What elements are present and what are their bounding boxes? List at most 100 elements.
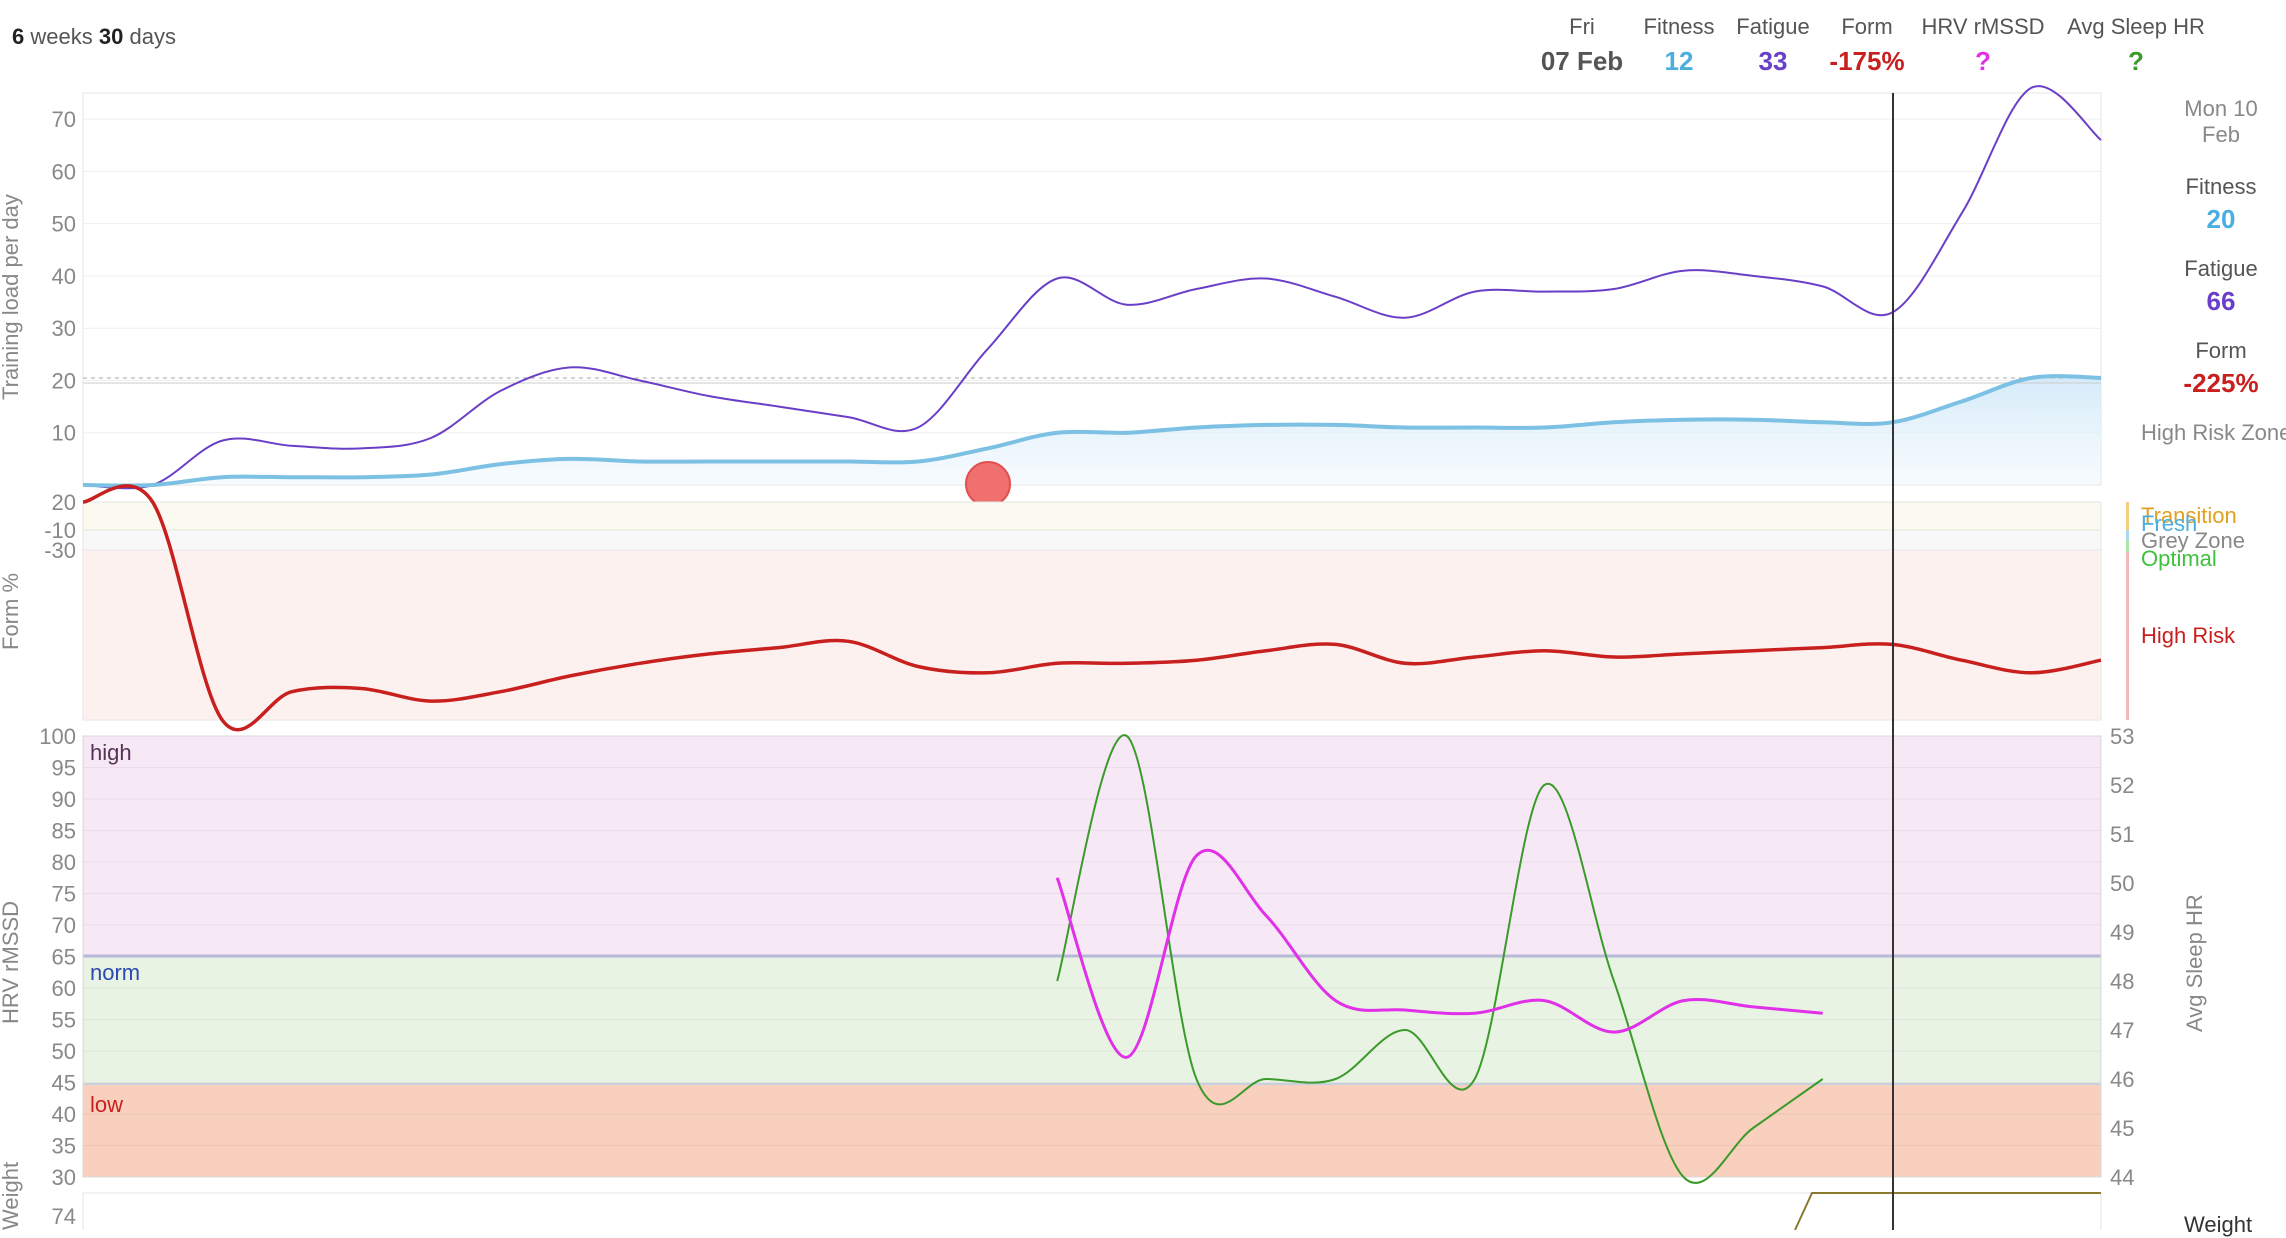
load-tick: 60	[52, 159, 76, 184]
sleep-hr-tick: 52	[2110, 773, 2134, 798]
hrv-line	[1055, 848, 1823, 1059]
band-label-norm: norm	[90, 960, 141, 985]
header-form-value: -175%	[1829, 46, 1905, 76]
hrv-tick: 50	[52, 1039, 76, 1064]
hrv-tick: 75	[52, 882, 76, 907]
side-fatigue-label: Fatigue	[2184, 256, 2258, 281]
form-line	[82, 484, 2102, 732]
header-day: Fri	[1569, 14, 1595, 39]
header-fatigue-label: Fatigue	[1736, 14, 1810, 39]
zone-bar-transition	[2126, 502, 2129, 530]
form-axis-title: Form %	[0, 573, 23, 650]
load-tick: 20	[52, 368, 76, 393]
header-hrv-label: HRV rMSSD	[1921, 14, 2045, 39]
sleep-hr-tick: 51	[2110, 822, 2134, 847]
side-fitness-label: Fitness	[2185, 174, 2257, 199]
side-date-line1: Mon 10	[2184, 96, 2258, 121]
side-form-value: -225%	[2183, 368, 2259, 398]
form-tick: -10	[44, 518, 76, 543]
weight-axis-title: Weight	[0, 1161, 23, 1230]
date-range[interactable]: 6 weeks 30 days	[12, 24, 176, 50]
zone-label-grey: Grey Zone	[2141, 528, 2245, 553]
hrv-tick: 55	[52, 1008, 76, 1033]
hrv-band-low	[83, 1084, 2101, 1177]
header-fitness-label: Fitness	[1643, 14, 1715, 39]
band-label-low: low	[90, 1092, 124, 1117]
header-fatigue-value: 33	[1758, 46, 1788, 76]
hrv-tick: 85	[52, 819, 76, 844]
hrv-tick: 80	[52, 850, 76, 875]
hrv-tick: 90	[52, 787, 76, 812]
sleep-hr-tick: 48	[2110, 969, 2134, 994]
hrv-panel	[82, 735, 2102, 1178]
side-weight-label: Weight	[2184, 1212, 2253, 1237]
load-tick: 10	[52, 421, 76, 446]
form-panel	[82, 501, 2102, 721]
load-tick: 40	[52, 264, 76, 289]
side-fatigue: Fatigue 66	[2156, 256, 2286, 317]
fitness-line	[82, 374, 2102, 488]
sleep-hr-axis-title: Avg Sleep HR	[2182, 894, 2207, 1032]
form-tick: 20	[52, 490, 76, 515]
side-form-label: Form	[2195, 338, 2247, 363]
sleep-hr-tick: 46	[2110, 1067, 2134, 1092]
hrv-tick: 95	[52, 756, 76, 781]
weight-panel	[82, 1192, 2102, 1230]
form-tick: -30	[44, 538, 76, 563]
header-fitness-value: 12	[1664, 46, 1694, 76]
form-tick-labels: 20 -10-30	[44, 490, 76, 563]
hrv-tick: 60	[52, 976, 76, 1001]
zone-label-fresh: Fresh	[2141, 511, 2198, 536]
sleep-hr-tick: 44	[2110, 1165, 2134, 1190]
days-label: days	[129, 24, 176, 49]
zone-bar-high-risk	[2126, 552, 2129, 720]
hrv-tick: 70	[52, 913, 76, 938]
hrv-tick: 30	[52, 1165, 76, 1190]
sleep-hr-line	[1056, 734, 1824, 1184]
weeks-number: 6	[12, 24, 25, 49]
header-hrv-value: ?	[1975, 46, 1991, 76]
hrv-tick: 35	[52, 1134, 76, 1159]
hrv-band-norm	[83, 956, 2101, 1084]
side-form: Form -225%	[2156, 338, 2286, 399]
zone-label-high-risk: High Risk	[2141, 623, 2236, 648]
header-date: Fri 07 Feb	[1534, 14, 1630, 77]
form-zone-high-risk	[83, 550, 2101, 720]
header-form: Form -175%	[1822, 14, 1912, 77]
load-tick: 50	[52, 212, 76, 237]
activity-marker[interactable]	[965, 461, 1011, 507]
hrv-tick-labels: 100 95 90 85 80 75 70 65 60 55 50 45 40 35 30	[39, 724, 76, 1190]
form-zone-transition	[83, 502, 2101, 530]
load-tick: 30	[52, 316, 76, 341]
header-form-label: Form	[1841, 14, 1893, 39]
side-fitness-value: 20	[2206, 204, 2236, 234]
form-zone-grey	[83, 530, 2101, 550]
hrv-tick: 65	[52, 945, 76, 970]
header-hrv: HRV rMSSD ?	[1918, 14, 2048, 77]
sleep-hr-tick: 45	[2110, 1116, 2134, 1141]
load-gridlines	[83, 118, 2101, 434]
header-fatigue: Fatigue 33	[1728, 14, 1818, 77]
header-sleep-hr: Avg Sleep HR ?	[2060, 14, 2212, 77]
load-tick: 70	[52, 107, 76, 132]
load-tick-labels: 10 20 30 40 50 60 70	[52, 107, 76, 446]
weight-line	[1794, 1192, 2101, 1230]
fitness-area	[83, 376, 2101, 486]
weeks-label: weeks	[30, 24, 93, 49]
hrv-tick: 40	[52, 1102, 76, 1127]
hrv-band-high	[83, 736, 2101, 956]
zone-bar-optimal	[2126, 540, 2129, 552]
side-fatigue-value: 66	[2206, 286, 2236, 316]
zone-label-optimal: Optimal	[2141, 546, 2217, 571]
hrv-tick: 45	[52, 1071, 76, 1096]
sleep-hr-tick: 49	[2110, 920, 2134, 945]
zone-label-transition: Transition	[2141, 503, 2237, 528]
header-sleep-label: Avg Sleep HR	[2067, 14, 2205, 39]
sleep-hr-tick: 50	[2110, 871, 2134, 896]
side-fitness: Fitness 20	[2156, 174, 2286, 235]
sleep-hr-tick: 47	[2110, 1018, 2134, 1043]
hrv-axis-title: HRV rMSSD	[0, 900, 23, 1024]
header-sleep-value: ?	[2128, 46, 2144, 76]
load-axis-title: Training load per day	[0, 194, 23, 400]
